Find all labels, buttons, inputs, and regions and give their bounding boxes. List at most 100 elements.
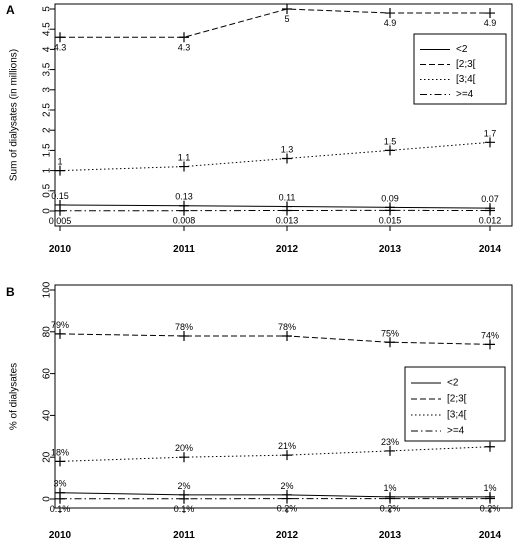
series-4: 0.005 0.008 0.013 0.015 0.012 — [49, 205, 502, 226]
x-tick-label: 2014 — [479, 244, 502, 255]
y-tick-label: 3 — [42, 87, 53, 93]
x-tick-label: 2010 — [49, 244, 72, 255]
data-point-marker — [485, 137, 495, 148]
data-label: 23% — [381, 437, 399, 447]
data-point-marker — [55, 205, 65, 216]
x-tick-label: 2013 — [379, 530, 402, 541]
data-label: 0.2% — [380, 504, 401, 514]
series-2: 4.3 4.3 5 4.9 4.9 — [54, 4, 496, 52]
x-tick-label: 2011 — [173, 244, 195, 255]
y-axis-label: % of dialysates — [9, 363, 20, 430]
data-point-marker — [179, 493, 189, 504]
legend-label: [3;4[ — [456, 74, 476, 85]
data-label: 20% — [175, 443, 193, 453]
data-label: 3% — [53, 479, 66, 489]
data-point-marker — [55, 456, 65, 467]
plot-frame — [54, 284, 513, 509]
data-label: 4.3 — [54, 42, 67, 52]
legend-label: >=4 — [456, 89, 474, 100]
legend-label: <2 — [447, 378, 459, 389]
data-label: 0.012 — [479, 216, 502, 226]
data-label: 1.7 — [484, 128, 497, 138]
data-label: 2% — [177, 481, 190, 491]
data-point-marker — [179, 205, 189, 216]
legend: <2 [2;3[ [3;4[ >=4 — [404, 366, 506, 442]
chart-panel-B: B 0 20 40 60 80 100 % of dialysates 2010 2011 2012… — [6, 281, 513, 541]
data-label: 1 — [57, 157, 62, 167]
x-tick-label: 2011 — [173, 530, 195, 541]
data-label: 0.008 — [173, 216, 196, 226]
x-tick-label: 2014 — [479, 530, 502, 541]
data-point-marker — [385, 8, 395, 19]
legend-box — [404, 366, 506, 442]
data-point-marker — [282, 4, 292, 14]
data-point-marker — [282, 330, 292, 341]
data-label: 1.3 — [281, 144, 294, 154]
data-point-marker — [179, 32, 189, 43]
series-line — [60, 8, 490, 38]
data-label: 0.015 — [379, 215, 402, 225]
y-tick-label: 1 — [42, 167, 53, 173]
series-line — [59, 141, 491, 172]
legend-box — [413, 33, 507, 105]
data-label: 0.13 — [175, 192, 193, 202]
data-point-marker — [385, 493, 395, 504]
series-3: 1 1.1 1.3 1.5 1.7 — [55, 128, 497, 176]
legend-label: >=4 — [447, 426, 465, 437]
legend: <2 [2;3[ [3;4[ >=4 — [413, 33, 507, 105]
y-tick-label: 3.5 — [42, 62, 53, 76]
series-1: 0.15 0.13 0.11 0.09 0.07 — [51, 191, 499, 214]
data-label: 4.3 — [178, 42, 191, 52]
data-label: 0.09 — [381, 193, 399, 203]
series-line — [59, 446, 491, 462]
data-point-marker — [282, 450, 292, 461]
data-point-marker — [485, 8, 495, 19]
data-label: 2% — [280, 481, 293, 491]
data-point-marker — [55, 493, 65, 504]
series-4: 0.1% 0.1% 0.2% 0.2% 0.2% — [50, 493, 501, 514]
series-line — [59, 204, 491, 209]
y-tick-label: 80 — [42, 326, 53, 338]
y-tick-label: 0 — [42, 208, 53, 214]
y-tick-label: 5 — [42, 6, 53, 12]
data-point-marker — [179, 161, 189, 172]
data-point-marker — [385, 337, 395, 348]
data-point-marker — [179, 452, 189, 463]
legend-label: <2 — [456, 44, 468, 55]
data-label: 0.013 — [276, 215, 299, 225]
data-point-marker — [485, 205, 495, 216]
y-tick-label: 4.5 — [42, 22, 53, 36]
data-point-marker — [385, 205, 395, 216]
data-point-marker — [55, 328, 65, 339]
y-tick-label: 2.5 — [42, 103, 53, 117]
y-tick-label: 40 — [42, 409, 53, 421]
legend-label: [2;3[ — [456, 59, 476, 70]
data-label: 78% — [278, 322, 296, 332]
data-point-marker — [485, 493, 495, 504]
data-label: 1% — [483, 483, 496, 493]
panel-letter: B — [6, 285, 15, 299]
plot-frame — [54, 3, 513, 227]
data-label: 74% — [481, 330, 499, 340]
x-tick-label: 2012 — [276, 244, 299, 255]
series-line — [59, 492, 490, 498]
data-label: 18% — [51, 447, 69, 457]
y-tick-label: 60 — [42, 368, 53, 380]
data-label: 0.2% — [277, 504, 298, 514]
y-tick-label: 20 — [42, 451, 53, 463]
y-axis-label: Sum of dialysates (in millions) — [9, 49, 20, 181]
data-label: 75% — [381, 328, 399, 338]
legend-label: [2;3[ — [447, 394, 467, 405]
x-tick-label: 2010 — [49, 530, 72, 541]
legend-label: [3;4[ — [447, 410, 467, 421]
data-label: 0.2% — [480, 504, 501, 514]
data-point-marker — [485, 441, 495, 452]
data-label: 5 — [284, 14, 289, 24]
data-label: 0.11 — [279, 193, 296, 203]
data-label: 21% — [278, 441, 296, 451]
y-tick-label: 100 — [42, 281, 53, 298]
x-tick-label: 2013 — [379, 244, 402, 255]
data-point-marker — [385, 145, 395, 156]
data-label: 4.9 — [384, 18, 397, 28]
data-label: 0.07 — [481, 194, 499, 204]
